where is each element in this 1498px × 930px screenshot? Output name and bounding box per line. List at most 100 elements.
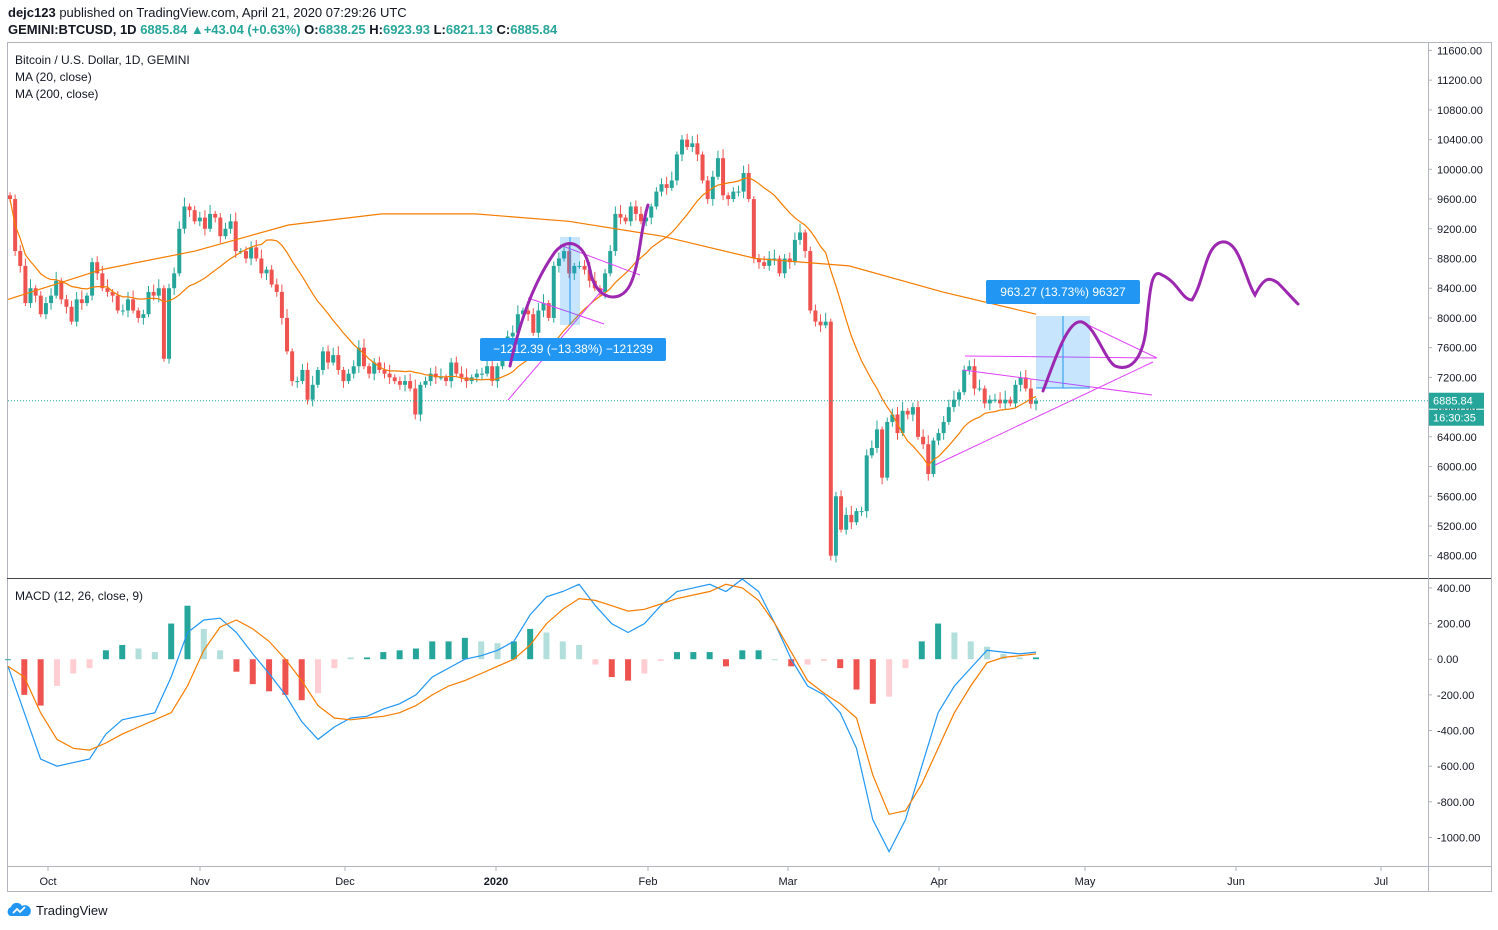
candle-body [967, 366, 972, 370]
candle-body [782, 258, 787, 274]
measure-label-2: 963.27 (13.73%) 96327 [1000, 285, 1126, 299]
candle-body [177, 228, 182, 274]
candle-body [674, 154, 679, 181]
macd-histogram-bar [53, 659, 60, 686]
macd-histogram-bar [461, 637, 468, 660]
measure-label-1: −1212.39 (−13.38%) −121239 [493, 342, 653, 356]
candle-body [269, 269, 274, 285]
candle-body [916, 407, 921, 437]
candle-body [213, 213, 218, 218]
price-axis-label: 10800.00 [1437, 105, 1483, 117]
candle-body [746, 173, 751, 200]
candle-body [454, 362, 459, 374]
macd-histogram-bar [543, 632, 550, 660]
up-arrow-icon: ▲ [190, 22, 204, 37]
candle-body [803, 232, 808, 252]
macd-histogram-bar [625, 659, 632, 681]
last-price: 6885.84 [140, 22, 188, 37]
macd-histogram-bar [233, 659, 240, 672]
signal-line [7, 583, 1037, 815]
candle-body [1013, 384, 1018, 404]
candle-body [828, 321, 833, 556]
macd-histogram-bar [1016, 657, 1023, 660]
candle-body [808, 251, 813, 311]
price-axis-label: 6400.00 [1437, 432, 1477, 444]
candle-body [921, 436, 926, 445]
candle-body [38, 295, 43, 315]
candle-body [110, 291, 115, 296]
candle-body [659, 184, 664, 192]
publish-text: published on TradingView.com, April 21, … [59, 5, 407, 20]
macd-histogram-bar [282, 659, 289, 695]
candle-body [603, 273, 608, 292]
candle-body [223, 228, 228, 237]
countdown-label: 16:30:35 [1433, 413, 1476, 425]
candle-body [125, 299, 130, 311]
ma20-legend[interactable]: MA (20, close) [15, 70, 92, 84]
macd-histogram-bar [347, 657, 354, 660]
tradingview-cloud-icon [7, 902, 31, 916]
macd-histogram-bar [935, 623, 942, 660]
price-tag-box [1429, 392, 1484, 409]
candle-body [490, 366, 495, 382]
candle-body [397, 381, 402, 385]
macd-histogram-bar [1033, 657, 1039, 660]
macd-histogram-bar [722, 659, 729, 667]
candle-body [274, 284, 279, 292]
price-axis-label: 9600.00 [1437, 194, 1477, 206]
macd-legend[interactable]: MACD (12, 26, close, 9) [15, 589, 144, 603]
macd-axis-label: -600.00 [1437, 761, 1474, 773]
candle-body [1023, 377, 1028, 389]
candle-body [941, 421, 946, 434]
candle-body [346, 373, 351, 382]
candle-body [8, 195, 12, 200]
candle-body [654, 191, 659, 207]
candle-body [392, 377, 397, 382]
price-axis-label: 8400.00 [1437, 283, 1477, 295]
macd-axis-label: -1000.00 [1437, 832, 1480, 844]
ohlc-header: GEMINI:BTCUSD, 1D 6885.84 ▲+43.04 (+0.63… [8, 22, 557, 37]
publisher-name[interactable]: dejc123 [8, 5, 56, 20]
candle-body [172, 273, 177, 289]
candle-body [649, 206, 654, 218]
time-axis-label: Feb [639, 876, 658, 888]
candle-body [367, 366, 372, 374]
candle-body [628, 206, 633, 222]
macd-histogram-bar [559, 641, 566, 660]
symbol-label: GEMINI:BTCUSD, 1D [8, 22, 137, 37]
candle-body [331, 355, 336, 363]
candle-body [382, 369, 387, 374]
time-axis-label: Dec [335, 876, 355, 888]
candle-body [521, 310, 525, 315]
candle-body [356, 347, 361, 367]
countdown-box [1429, 409, 1484, 426]
symbol-legend[interactable]: Bitcoin / U.S. Dollar, 1D, GEMINI [15, 53, 190, 67]
macd-histogram-bar [967, 641, 974, 660]
candle-body [305, 369, 310, 400]
candle-body [146, 291, 151, 315]
price-axis-label: 5600.00 [1437, 491, 1477, 503]
candle-body [936, 433, 941, 441]
macd-histogram-bar [151, 652, 158, 660]
candle-body [254, 247, 259, 259]
candle-body [1034, 400, 1038, 404]
candle-body [792, 239, 797, 263]
candle-body [233, 221, 238, 252]
candle-body [408, 381, 413, 389]
price-axis-label: 5200.00 [1437, 521, 1477, 533]
tradingview-branding[interactable]: TradingView [6, 902, 108, 918]
price-and-macd-chart[interactable]: 11600.00 11200.00 10800.00 10400.00 10000.00… [0, 0, 1498, 900]
price-axis-label: 10400.00 [1437, 135, 1483, 147]
open-label: O: [304, 22, 319, 37]
macd-axis-label: 200.00 [1437, 619, 1471, 631]
macd-histogram-bar [674, 652, 681, 660]
candle-body [18, 251, 23, 266]
ma200-legend[interactable]: MA (200, close) [15, 87, 99, 101]
candle-body [403, 381, 408, 385]
candles-group [8, 133, 1038, 563]
open-value: 6838.25 [318, 22, 366, 37]
candle-body [644, 217, 649, 222]
macd-histogram-bar [641, 659, 648, 674]
macd-histogram-bar [771, 659, 778, 661]
candle-body [336, 355, 341, 370]
